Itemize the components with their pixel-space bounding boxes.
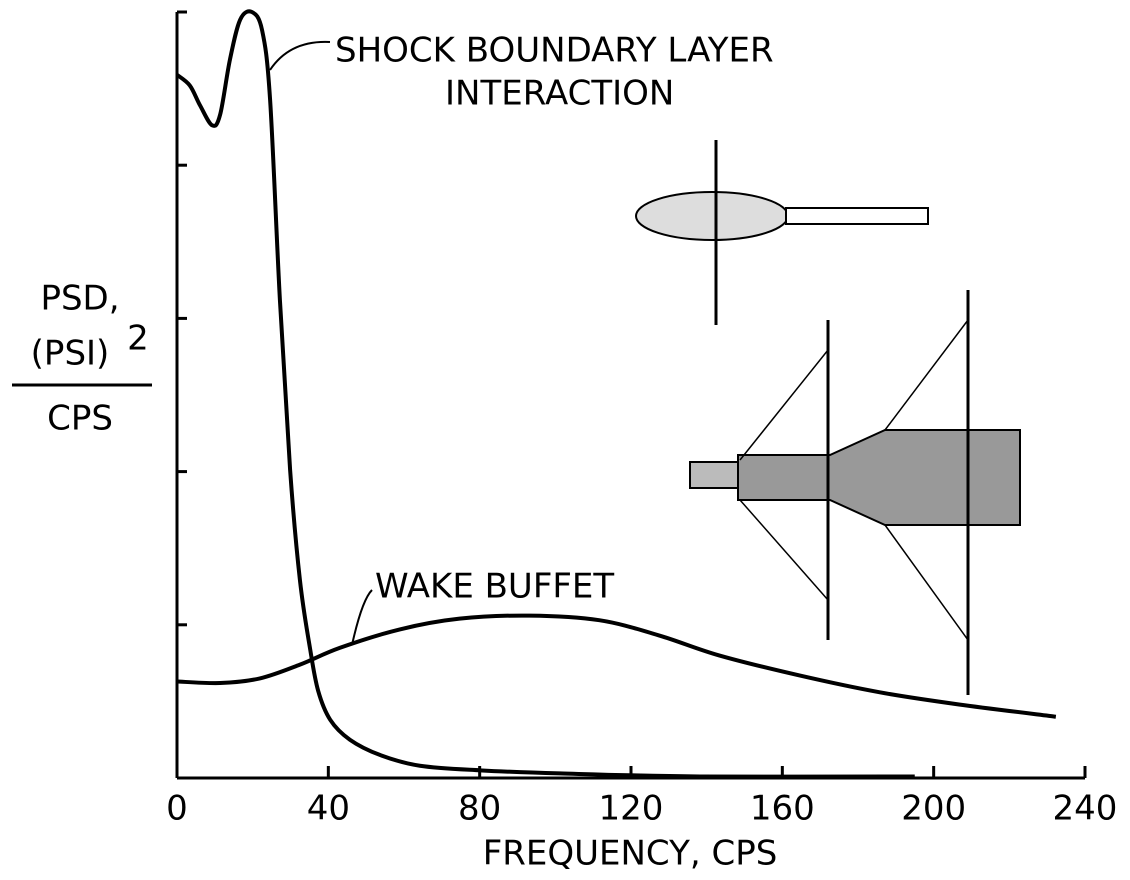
- series-line: [176, 613, 1057, 719]
- leader-line: [351, 589, 373, 646]
- y-axis-label: 2: [127, 319, 149, 359]
- annotation: INTERACTION: [445, 74, 674, 114]
- x-tick-label: 80: [458, 789, 501, 829]
- y-axis-label: CPS: [47, 399, 113, 439]
- x-axis-label: FREQUENCY, CPS: [483, 834, 778, 874]
- series-line: [175, 9, 915, 779]
- leader-line: [269, 40, 331, 71]
- model-illustration: [635, 140, 1021, 695]
- y-axis-label: (PSI): [31, 334, 110, 374]
- x-tick-label: 160: [750, 789, 815, 829]
- x-tick-label: 240: [1053, 789, 1118, 829]
- x-tick-label: 0: [166, 789, 188, 829]
- annotation: SHOCK BOUNDARY LAYER: [335, 31, 774, 71]
- x-tick-label: 120: [599, 789, 664, 829]
- x-tick-label: 200: [901, 789, 966, 829]
- x-tick-label: 40: [307, 789, 350, 829]
- annotation: WAKE BUFFET: [375, 567, 614, 607]
- y-axis-label: PSD,: [40, 279, 119, 319]
